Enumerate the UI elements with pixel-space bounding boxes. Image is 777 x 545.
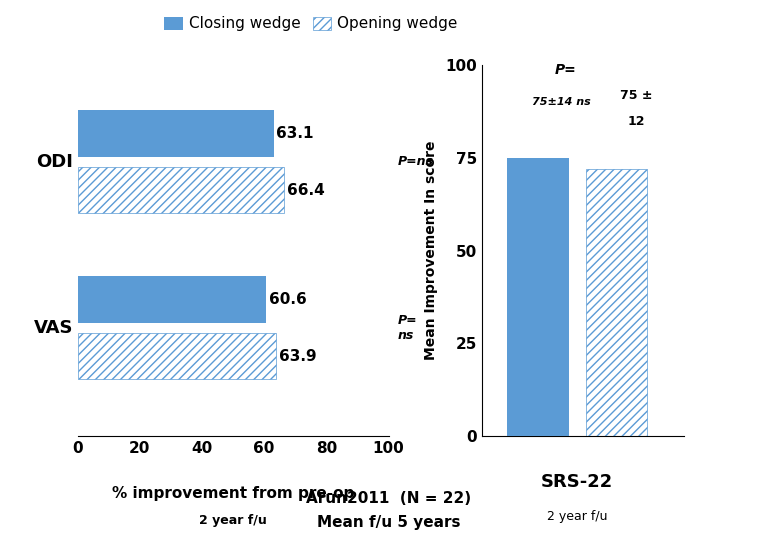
Text: 75 ±: 75 ± (620, 89, 653, 102)
Text: 60.6: 60.6 (269, 292, 306, 307)
Y-axis label: Mean Improvement In score: Mean Improvement In score (424, 141, 438, 360)
Bar (78, 167, 284, 213)
Bar (78, 333, 277, 379)
Text: Mean f/u 5 years: Mean f/u 5 years (317, 514, 460, 530)
Text: ODI: ODI (37, 153, 73, 171)
Text: Arun2011  (N = 22): Arun2011 (N = 22) (306, 491, 471, 506)
Text: 66.4: 66.4 (287, 183, 324, 197)
Text: 12: 12 (628, 116, 646, 129)
Text: P=ns: P=ns (398, 155, 434, 168)
Text: 2 year f/u: 2 year f/u (199, 514, 267, 527)
Text: SRS-22: SRS-22 (541, 473, 613, 491)
Text: 63.1: 63.1 (277, 126, 314, 141)
Text: P=: P= (555, 63, 577, 76)
Bar (586, 169, 647, 436)
Text: % improvement from pre-op: % improvement from pre-op (112, 486, 354, 501)
Text: 75±14 ns: 75±14 ns (532, 98, 591, 107)
Text: 2 year f/u: 2 year f/u (547, 510, 608, 523)
Text: VAS: VAS (33, 319, 73, 337)
Bar (78, 333, 277, 379)
Bar (78, 276, 266, 323)
Bar (78, 167, 284, 213)
Legend: Closing wedge, Opening wedge: Closing wedge, Opening wedge (158, 10, 464, 38)
Bar (78, 110, 274, 157)
Text: 63.9: 63.9 (279, 349, 316, 364)
Text: P=
ns: P= ns (398, 314, 417, 342)
Bar (507, 158, 569, 436)
Bar (586, 169, 647, 436)
